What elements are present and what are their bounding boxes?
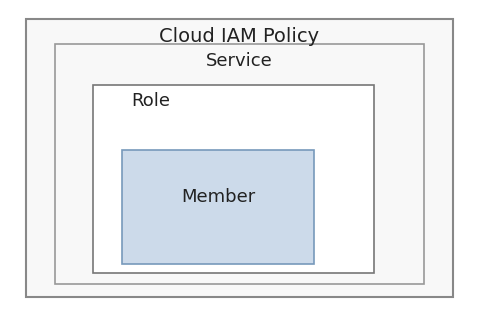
Text: Service: Service (206, 52, 273, 70)
Bar (26, 19, 453, 297)
Bar (93, 85, 374, 273)
Bar (122, 150, 314, 264)
Text: Role: Role (132, 92, 171, 110)
Text: Cloud IAM Policy: Cloud IAM Policy (160, 27, 319, 46)
Bar (55, 44, 424, 284)
Text: Member: Member (181, 189, 255, 206)
